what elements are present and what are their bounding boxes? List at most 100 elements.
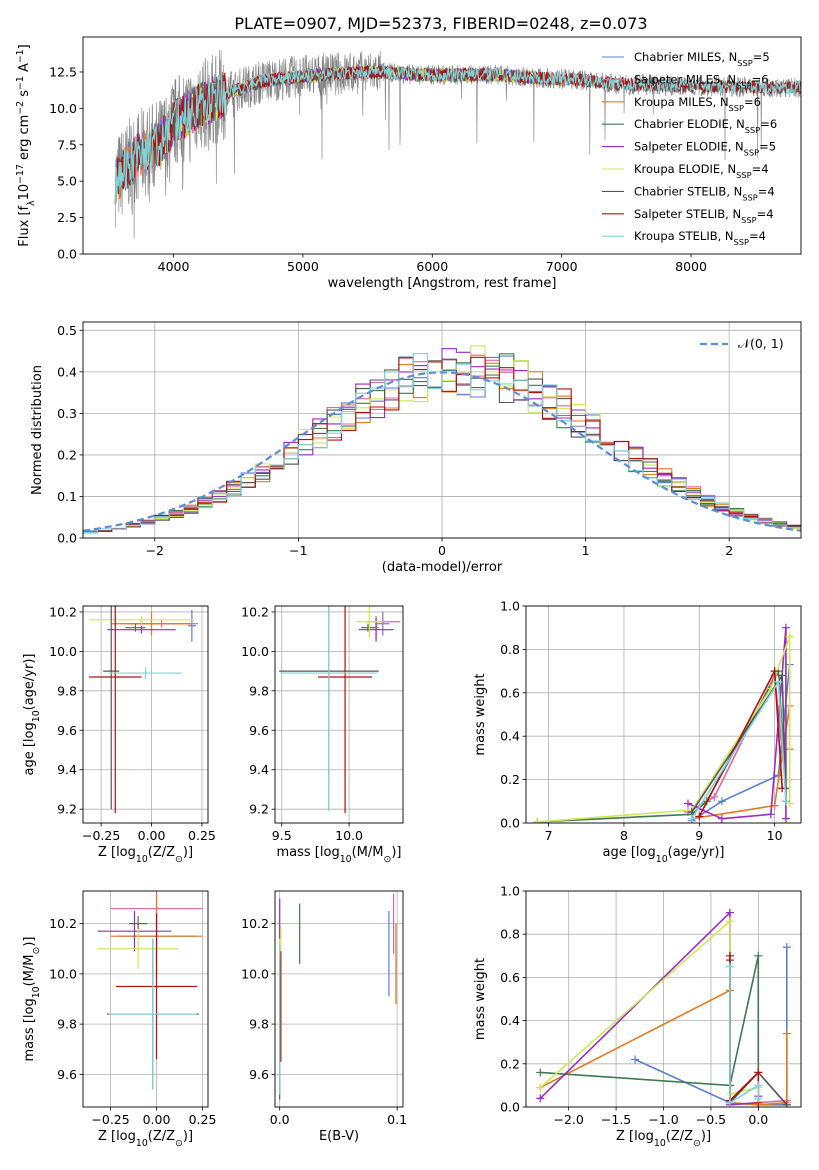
y-tick-label: 0.2 (500, 1056, 520, 1071)
series-kroupa-elodie (536, 917, 763, 1107)
y-tick-label: 7.5 (57, 137, 77, 152)
legend-label-part: =6 (752, 72, 769, 86)
errorbar-salpeter-stelib (89, 606, 142, 814)
series-salpeter-stelib (725, 951, 763, 1107)
errorbar-salpeter-elodie (97, 911, 172, 952)
plot-area-weight-vs-age (533, 623, 794, 823)
errorbar-chabrier-elodie (361, 623, 375, 632)
y-axis-label: mass [log10(M/M⊙)] (22, 937, 42, 1062)
x-tick-label: −2 (146, 543, 164, 558)
x-tick-label: 0.00 (138, 828, 166, 843)
axes-frame (82, 605, 209, 824)
y-axis-label: Normed distribution (30, 365, 45, 495)
y-tick-label: 10.2 (49, 916, 77, 931)
y-axis-label-part: (M/M (22, 955, 37, 987)
panel-mass-vs-z: −0.25 0.00 0.259.69.810.010.2Z [log10(Z/Z⊙… (22, 890, 217, 1149)
y-axis-label-part: −2 (15, 101, 26, 115)
panel-spectrum: 4000 5000 6000 7000 8000 0.0 2.5 5.0 7.5 10.0 12.5… (15, 36, 802, 291)
legend-label-part: SSP (736, 80, 751, 90)
errorbar-salpeter-elodie (107, 625, 176, 634)
x-tick-label: 6000 (416, 259, 448, 274)
legend-label-part: SSP (744, 148, 759, 158)
x-axis-label-part: )] (183, 1129, 193, 1144)
x-axis-label: (data-model)/error (382, 560, 503, 575)
point-marker (725, 951, 734, 960)
point-marker (717, 797, 726, 806)
legend-label-part: =4 (758, 184, 775, 198)
x-axis-label-part: 10 (656, 854, 668, 865)
legend-label-part: =5 (759, 140, 776, 154)
y-axis-label-part: −1 (15, 76, 26, 90)
point-marker (782, 1100, 791, 1107)
errorbar-kroupa-elodie (355, 606, 383, 638)
legend-label-part: =4 (757, 207, 774, 221)
y-axis-label-part: −17 (15, 164, 26, 184)
x-tick-label: 4000 (158, 259, 190, 274)
legend-label-part: =6 (760, 117, 777, 131)
point-marker (687, 814, 696, 823)
series-line (537, 668, 787, 823)
legend-label-part: Salpeter MILES, N (634, 72, 736, 86)
y-tick-label: 0.8 (500, 642, 520, 657)
point-marker (695, 812, 704, 821)
x-axis-label-part: Z [log (616, 1129, 654, 1144)
legend-label-part: SSP (745, 125, 760, 135)
figure-title: PLATE=0907, MJD=52373, FIBERID=0248, z=0… (234, 14, 647, 33)
y-tick-label: 0.6 (500, 685, 520, 700)
y-axis-label-part: λ (26, 200, 37, 206)
x-tick-label: −2.0 (553, 1112, 583, 1127)
point-marker (683, 799, 692, 808)
y-axis-label-part: A (17, 63, 32, 76)
y-tick-label: 10.0 (241, 966, 269, 981)
y-axis-label-part: 10 (31, 710, 42, 722)
series-salpeter-elodie (683, 623, 790, 823)
legend-label-part: SSP (737, 58, 752, 68)
y-axis-label-part: mass [log (22, 998, 37, 1061)
x-axis-label-part: (M/M (352, 845, 384, 860)
legend-label: Chabrier STELIB, NSSP=4 (634, 184, 775, 202)
panel-age-vs-z: −0.25 0.00 0.259.29.49.69.810.010.2Z [log1… (22, 604, 216, 865)
point-marker (725, 908, 734, 917)
x-axis-label-part: )] (701, 1129, 711, 1144)
legend-label-part: Salpeter ELODIE, N (634, 140, 744, 154)
y-tick-label: 1.0 (500, 599, 520, 614)
y-axis-label-part: (age/yr)] (22, 654, 37, 711)
x-tick-label: −1.5 (601, 1112, 631, 1127)
x-axis-label-part: ⊙ (175, 1138, 183, 1149)
y-tick-label: 0.0 (500, 816, 520, 831)
x-tick-label: 0.1 (387, 1112, 407, 1127)
axes-frame (525, 605, 802, 824)
x-axis-label-part: (data-model)/error (382, 560, 503, 575)
y-tick-label: 0.4 (500, 1013, 520, 1028)
x-tick-label: −0.25 (91, 1112, 129, 1127)
x-tick-label: 2 (725, 543, 733, 558)
legend-label-part: =6 (744, 95, 761, 109)
y-tick-label: 10.2 (49, 604, 77, 619)
legend-label-part: Kroupa STELIB, N (634, 229, 734, 243)
y-axis-label-part: 10 (17, 184, 32, 201)
y-axis-label-part: Normed distribution (30, 365, 45, 495)
point-marker (774, 677, 783, 686)
axes-frame (82, 321, 802, 539)
y-tick-label: 9.8 (249, 1017, 269, 1032)
x-tick-label: 10.0 (335, 828, 363, 843)
point-marker (536, 1068, 545, 1077)
x-axis-label-part: wavelength [Angstrom, rest frame] (328, 276, 557, 291)
point-marker (781, 814, 790, 823)
y-tick-label: 10.0 (49, 101, 77, 116)
point-marker (725, 962, 734, 971)
series-line (537, 636, 791, 823)
panel-age-vs-mass: 9.5 10.0 9.2 9.4 9.6 9.8 10.0 10.2 mass [log10(M… (241, 604, 404, 865)
y-tick-label: 9.2 (57, 802, 77, 817)
x-tick-label: −1.0 (648, 1112, 678, 1127)
x-axis-label-part: ⊙ (175, 854, 183, 865)
axes-frame (82, 890, 209, 1108)
point-marker (782, 1029, 791, 1038)
point-marker (782, 943, 791, 952)
x-tick-label: 0.25 (189, 1112, 217, 1127)
y-tick-label: 0.0 (500, 1100, 520, 1115)
y-tick-label: 10.0 (49, 966, 77, 981)
legend-label-part: Chabrier STELIB, N (634, 184, 742, 198)
y-axis-label: Flux [fλ10−17 erg cm−2 s−1 A−1] (15, 44, 37, 246)
